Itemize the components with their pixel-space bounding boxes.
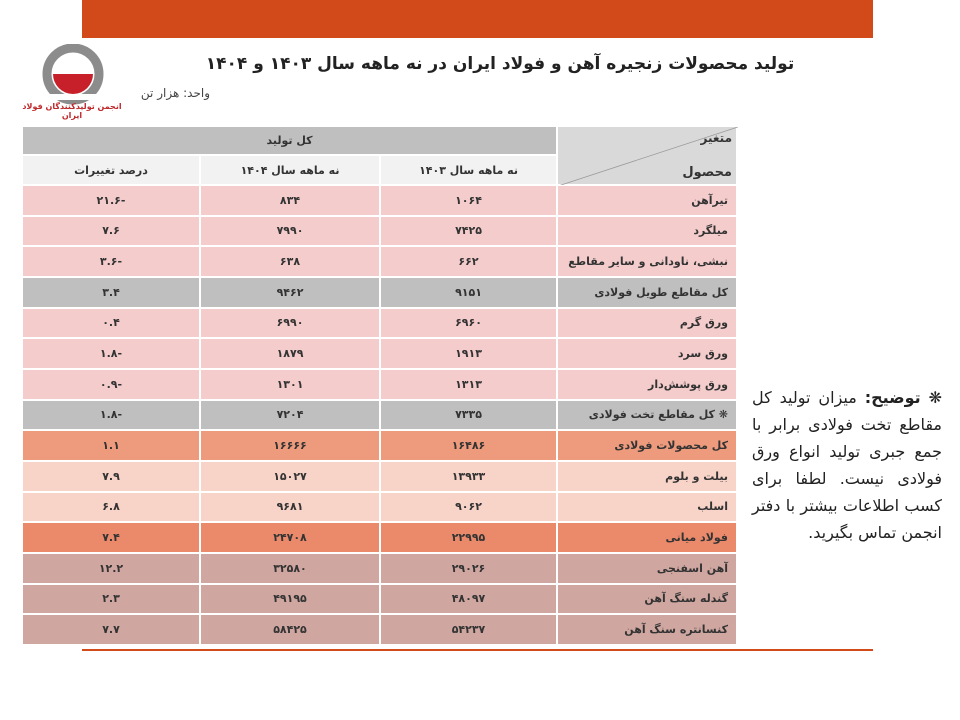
value-cell: ۷۹۹۰ bbox=[200, 215, 380, 247]
group-header: کل تولید bbox=[22, 126, 557, 155]
value-cell: ۷.۷ bbox=[22, 614, 200, 645]
value-cell: ۶۳۸ bbox=[200, 246, 380, 277]
value-cell: ۶۶۲ bbox=[380, 246, 557, 277]
product-cell: بیلت و بلوم bbox=[557, 461, 737, 492]
value-cell: ۵۸۴۲۵ bbox=[200, 614, 380, 645]
value-cell: ۴۸۰۹۷ bbox=[380, 583, 557, 615]
value-cell: ۸۳۴ bbox=[200, 185, 380, 216]
value-cell: ۱۳۱۳ bbox=[380, 369, 557, 400]
value-cell: ۲۲۹۹۵ bbox=[380, 522, 557, 553]
product-cell: کل محصولات فولادی bbox=[557, 430, 737, 461]
table: متغیر محصول کل تولید نه ماهه سال ۱۴۰۳ نه ماه… bbox=[22, 126, 738, 645]
title: تولید محصولات زنجیره آهن و فولاد ایران د… bbox=[205, 54, 795, 74]
value-cell: ۷۲۰۴ bbox=[200, 399, 380, 431]
value-cell: ۲۹۰۲۶ bbox=[380, 553, 557, 584]
value-cell: ۱.۸- bbox=[22, 338, 200, 369]
product-cell: کنسانتره سنگ آهن bbox=[557, 614, 737, 645]
logo-text: انجمن تولیدکنندگان فولاد ایران bbox=[22, 102, 122, 120]
value-cell: ۹۴۶۲ bbox=[200, 277, 380, 308]
value-cell: ۲۱.۶- bbox=[22, 185, 200, 216]
note-label: توضیح: bbox=[864, 388, 921, 407]
value-cell: ۳.۴ bbox=[22, 277, 200, 308]
value-cell: ۹۱۵۱ bbox=[380, 277, 557, 308]
column-header: نه ماهه سال ۱۴۰۳ bbox=[380, 155, 557, 185]
value-cell: ۲.۳ bbox=[22, 583, 200, 615]
product-cell: تیرآهن bbox=[557, 185, 737, 216]
value-cell: ۱۲.۲ bbox=[22, 553, 200, 584]
value-cell: ۱۸۷۹ bbox=[200, 338, 380, 369]
value-cell: ۹۰۶۲ bbox=[380, 491, 557, 523]
value-cell: ۱.۸- bbox=[22, 399, 200, 431]
value-cell: ۹۶۸۱ bbox=[200, 491, 380, 523]
corner-cell: متغیر محصول bbox=[557, 126, 738, 186]
value-cell: ۰.۹- bbox=[22, 369, 200, 400]
product-cell: اسلب bbox=[557, 491, 737, 523]
logo bbox=[42, 44, 104, 105]
value-cell: ۱.۱ bbox=[22, 430, 200, 461]
product-cell: ورق گرم bbox=[557, 307, 737, 339]
value-cell: ۷.۴ bbox=[22, 522, 200, 553]
value-cell: ۳۲۵۸۰ bbox=[200, 553, 380, 584]
unit: واحد: هزار تن bbox=[140, 86, 210, 100]
bottom-line bbox=[82, 649, 873, 651]
value-cell: ۷۴۲۵ bbox=[380, 215, 557, 247]
value-cell: ۰.۴ bbox=[22, 307, 200, 339]
value-cell: ۳.۶- bbox=[22, 246, 200, 277]
value-cell: ۵۴۲۳۷ bbox=[380, 614, 557, 645]
corner-top: متغیر bbox=[700, 131, 732, 145]
value-cell: ۷.۶ bbox=[22, 215, 200, 247]
note: ❋ توضیح: میزان تولید کل مقاطع تخت فولادی… bbox=[752, 384, 942, 546]
product-cell: میلگرد bbox=[557, 215, 737, 247]
value-cell: ۷۳۳۵ bbox=[380, 399, 557, 431]
product-cell: کل مقاطع طویل فولادی bbox=[557, 277, 737, 308]
value-cell: ۱۰۶۴ bbox=[380, 185, 557, 216]
value-cell: ۱۳۹۳۳ bbox=[380, 461, 557, 492]
value-cell: ۶۹۶۰ bbox=[380, 307, 557, 339]
top-bar bbox=[82, 0, 873, 38]
product-cell: نبشی، ناودانی و سایر مقاطع bbox=[557, 246, 737, 277]
column-header: درصد تغییرات bbox=[22, 155, 200, 185]
value-cell: ۴۹۱۹۵ bbox=[200, 583, 380, 615]
value-cell: ۱۵۰۲۷ bbox=[200, 461, 380, 492]
value-cell: ۶۹۹۰ bbox=[200, 307, 380, 339]
value-cell: ۱۶۴۸۶ bbox=[380, 430, 557, 461]
value-cell: ۱۶۶۶۶ bbox=[200, 430, 380, 461]
product-cell: آهن اسفنجی bbox=[557, 553, 737, 584]
value-cell: ۷.۹ bbox=[22, 461, 200, 492]
corner-bottom: محصول bbox=[682, 165, 732, 180]
value-cell: ۱۹۱۳ bbox=[380, 338, 557, 369]
value-cell: ۲۴۷۰۸ bbox=[200, 522, 380, 553]
column-header: نه ماهه سال ۱۴۰۴ bbox=[200, 155, 380, 185]
value-cell: ۱۳۰۱ bbox=[200, 369, 380, 400]
product-cell: ورق سرد bbox=[557, 338, 737, 369]
note-text: میزان تولید کل مقاطع تخت فولادی برابر با… bbox=[752, 388, 942, 542]
product-cell: فولاد میانی bbox=[557, 522, 737, 553]
product-cell: گندله سنگ آهن bbox=[557, 583, 737, 615]
product-cell: ❋ کل مقاطع تخت فولادی bbox=[557, 399, 737, 431]
value-cell: ۶.۸ bbox=[22, 491, 200, 523]
product-cell: ورق پوشش‌دار bbox=[557, 369, 737, 400]
note-marker: ❋ bbox=[928, 388, 942, 407]
